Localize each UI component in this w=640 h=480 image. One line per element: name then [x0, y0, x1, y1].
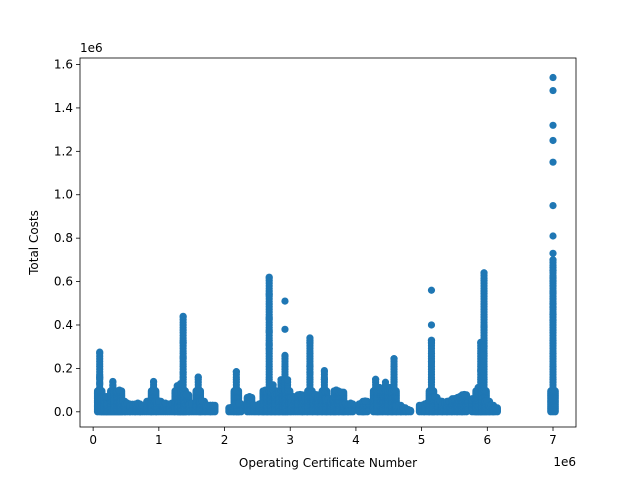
scatter-point	[480, 269, 488, 277]
scatter-point	[491, 403, 499, 412]
scatter-point	[182, 390, 191, 399]
x-tick-label: 1	[155, 433, 163, 447]
scatter-point	[320, 366, 328, 375]
scatter-point	[381, 378, 390, 386]
scatter-point	[549, 321, 557, 329]
scatter-point	[549, 304, 557, 312]
scatter-point	[427, 338, 436, 346]
scatter-point	[549, 121, 557, 129]
scatter-point	[179, 353, 187, 362]
scatter-point	[281, 297, 289, 305]
scatter-point	[404, 406, 413, 414]
scatter-point	[194, 387, 202, 395]
scatter-point	[179, 312, 187, 320]
x-axis-offset-label: 1e6	[553, 455, 576, 469]
axes-frame	[79, 57, 577, 428]
scatter-point	[549, 288, 557, 297]
scatter-point	[427, 321, 436, 329]
scatter-point	[179, 338, 187, 346]
scatter-point	[109, 382, 117, 390]
scatter-point	[265, 273, 273, 281]
y-tick-label: 1.0	[54, 188, 73, 202]
y-tick-label: 0.2	[54, 361, 73, 375]
scatter-point	[179, 373, 187, 381]
scatter-point	[96, 379, 104, 388]
y-tick-label: 0.8	[54, 231, 73, 245]
x-axis-label: Operating Certificate Number	[239, 456, 417, 470]
scatter-point	[549, 310, 557, 318]
scatter-point	[232, 368, 240, 376]
scatter-point	[549, 256, 557, 264]
x-tick-label: 3	[286, 433, 294, 447]
scatter-point	[549, 73, 557, 82]
scatter-point	[96, 374, 104, 382]
x-tick-label: 7	[549, 433, 557, 447]
scatter-point	[269, 381, 277, 389]
scatter-point	[281, 325, 289, 333]
scatter-point	[390, 355, 398, 363]
scatter-point	[549, 202, 557, 210]
scatter-point	[96, 348, 104, 356]
y-tick-label: 0.0	[54, 405, 73, 419]
scatter-point	[306, 362, 314, 370]
x-tick-label: 4	[352, 433, 360, 447]
scatter-point	[306, 338, 314, 346]
scatter-point	[265, 290, 273, 299]
scatter-point	[427, 358, 436, 366]
scatter-point	[549, 267, 557, 275]
scatter-point	[337, 388, 346, 396]
scatter-point	[320, 375, 328, 383]
scatter-point	[245, 393, 254, 401]
x-axis-ticks: 0 1 2 3 4 5 6 7	[89, 427, 557, 447]
scatter-point	[549, 232, 557, 240]
scatter-point	[283, 376, 292, 384]
y-tick-label: 1.4	[54, 101, 73, 115]
x-tick-label: 6	[483, 433, 491, 447]
y-axis-ticks: 0.0 0.2 0.4 0.6 0.8 1.0 1.2 1.4 1.6	[54, 58, 80, 419]
scatter-point	[549, 136, 557, 145]
scatter-point	[265, 345, 273, 353]
scatter-point	[480, 343, 488, 351]
scatter-point	[115, 386, 124, 394]
scatter-point	[194, 373, 202, 381]
scatter-point	[549, 158, 557, 166]
x-tick-label: 2	[221, 433, 229, 447]
scatter-point	[460, 390, 468, 399]
y-tick-label: 0.4	[54, 318, 73, 332]
scatter-point	[209, 401, 217, 409]
y-tick-label: 1.6	[54, 58, 73, 72]
scatter-point	[149, 384, 158, 392]
scatter-point	[480, 351, 488, 359]
scatter-point	[265, 327, 273, 336]
scatter-point	[427, 286, 436, 294]
data-points	[93, 73, 559, 416]
scatter-point	[149, 377, 158, 386]
x-tick-label: 5	[418, 433, 426, 447]
y-tick-label: 1.2	[54, 144, 73, 158]
scatter-point	[265, 314, 273, 323]
scatter-point	[361, 397, 369, 405]
scatter-point	[372, 375, 380, 383]
scatter-point	[549, 86, 557, 95]
scatter-point	[96, 386, 104, 394]
scatter-point	[549, 282, 557, 290]
scatter-point	[306, 369, 314, 377]
scatter-point	[347, 399, 355, 407]
scatter-point	[480, 322, 488, 330]
y-tick-label: 0.6	[54, 275, 73, 289]
scatter-point	[235, 399, 243, 407]
y-axis-label: Total Costs	[27, 210, 41, 276]
y-axis-offset-label: 1e6	[80, 41, 103, 55]
x-tick-label: 0	[89, 433, 97, 447]
scatter-point	[390, 377, 398, 386]
scatter-point	[281, 351, 289, 359]
scatter-point	[549, 249, 557, 257]
